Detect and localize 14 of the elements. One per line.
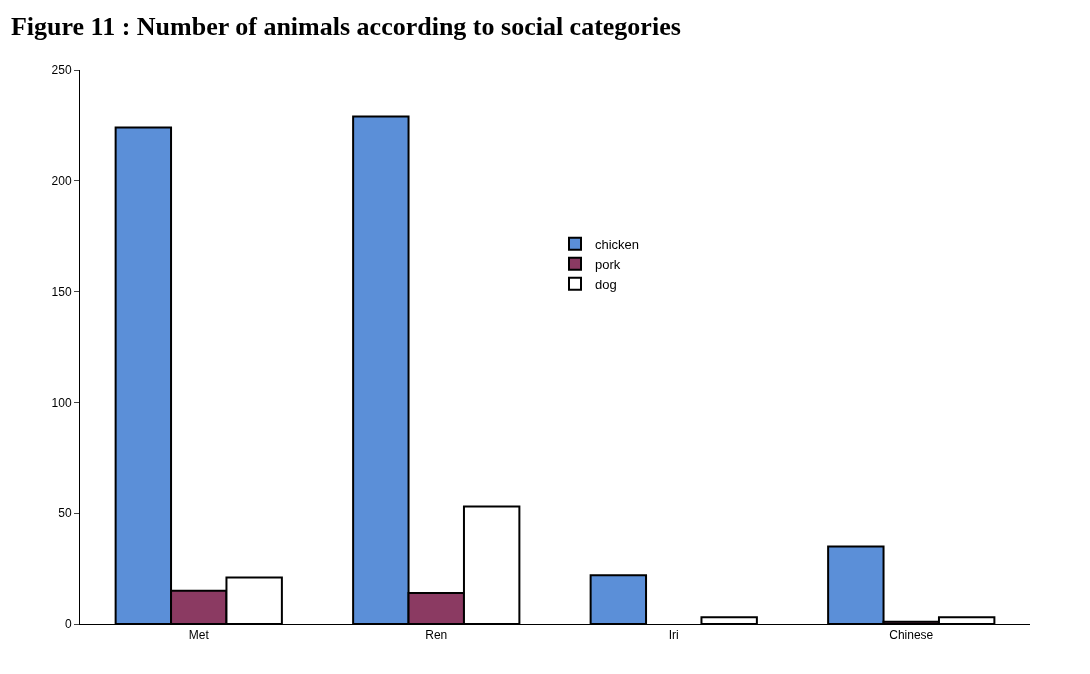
y-tick-label: 50: [58, 506, 72, 521]
x-tick-label: Met: [188, 628, 210, 643]
legend-label: chicken: [595, 236, 640, 252]
x-tick-label: Ren: [425, 628, 448, 643]
legend-label: dog: [595, 276, 617, 292]
chart-title: Figure 11 : Number of animals according to social categories: [10, 12, 681, 42]
legend-label: pork: [595, 256, 621, 272]
y-tick-label: 0: [64, 617, 72, 632]
x-tick-label: Iri: [668, 628, 679, 643]
y-tick-label: 100: [51, 395, 72, 410]
x-tick-label: Chinese: [889, 628, 934, 643]
y-tick-label: 200: [51, 174, 72, 188]
y-tick-label: 250: [51, 63, 72, 78]
y-tick-label: 150: [51, 284, 72, 299]
